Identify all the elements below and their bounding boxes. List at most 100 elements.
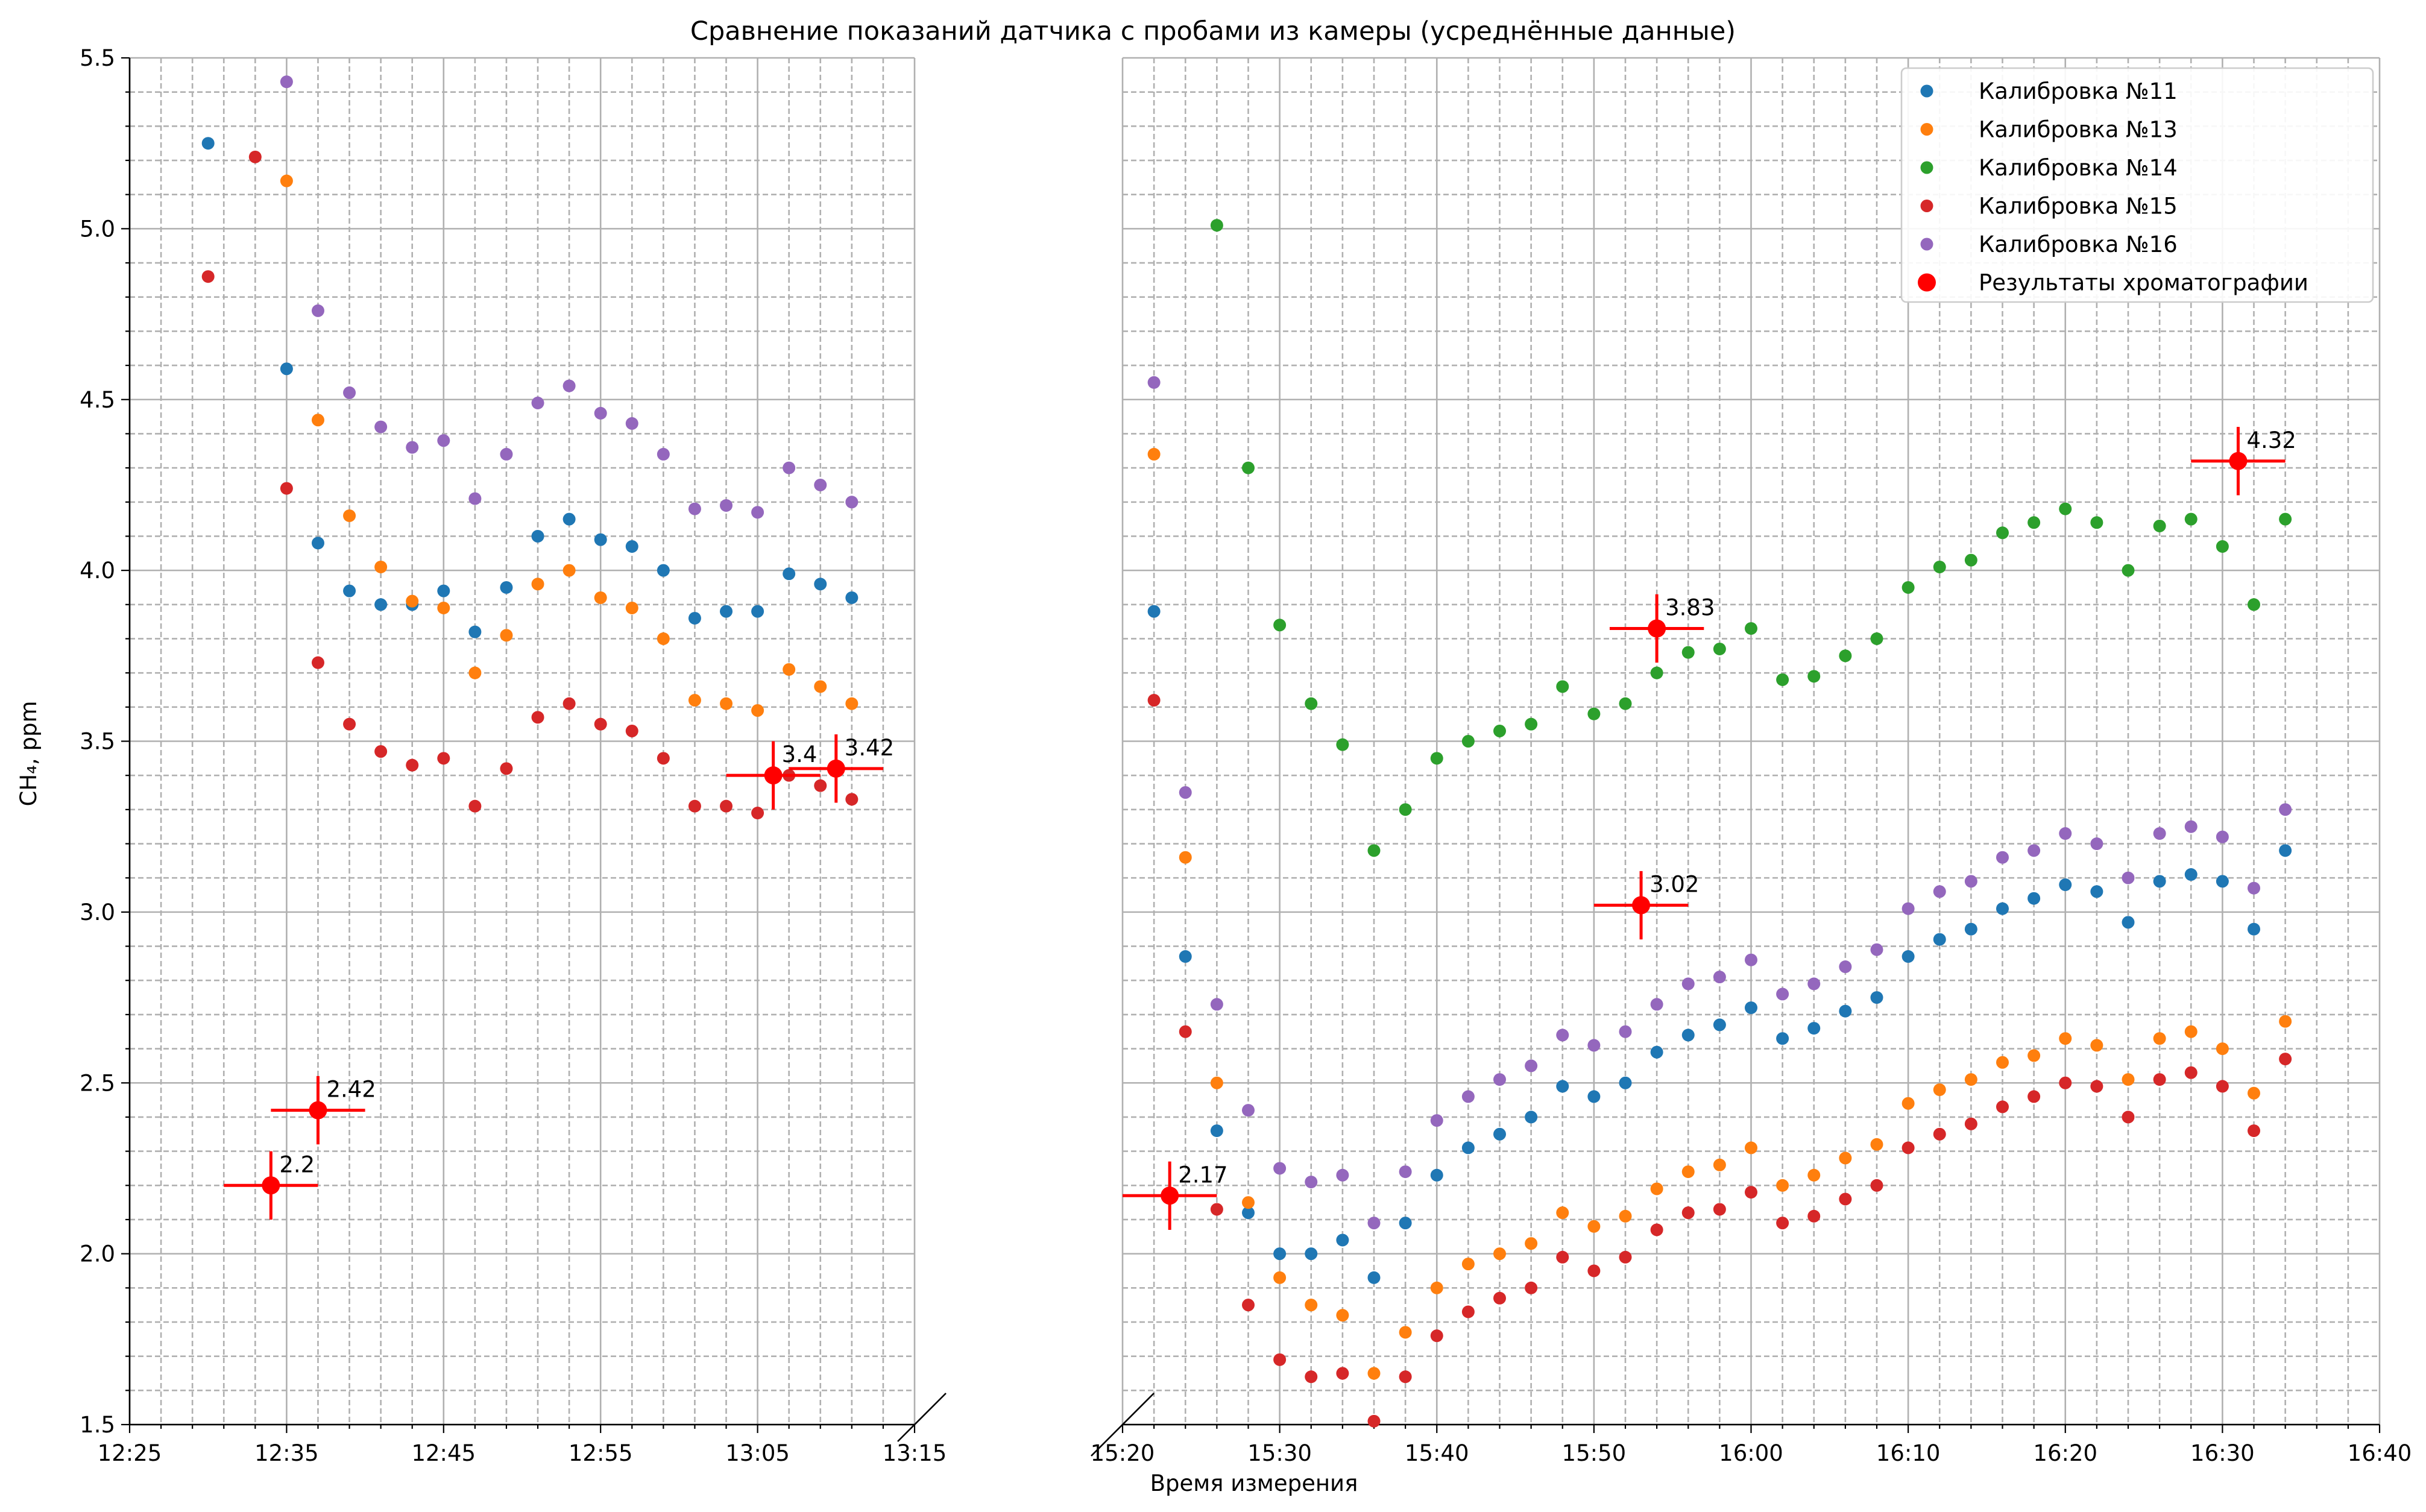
y-tick-label: 3.5 — [80, 729, 115, 755]
data-point — [1430, 1168, 1443, 1182]
data-point — [1933, 1083, 1946, 1097]
chromatography-point — [1648, 619, 1666, 638]
data-point — [562, 512, 576, 526]
chromatography-label: 2.17 — [1178, 1162, 1227, 1188]
legend-marker — [1920, 84, 1933, 98]
data-point — [1619, 1076, 1632, 1089]
x-tick-label: 16:10 — [1876, 1440, 1941, 1466]
data-point — [2090, 837, 2103, 851]
data-point — [594, 406, 607, 420]
legend-marker — [1920, 238, 1933, 251]
legend-marker — [1920, 123, 1933, 136]
data-point — [1650, 1182, 1663, 1195]
data-point — [1587, 707, 1601, 720]
data-point — [2027, 1090, 2041, 1103]
data-point — [1933, 560, 1946, 573]
legend-entry-label: Калибровка №14 — [1979, 155, 2178, 181]
data-point — [311, 656, 324, 669]
data-point — [1807, 1022, 1821, 1035]
data-point — [311, 304, 324, 317]
data-point — [1399, 803, 1412, 816]
data-point — [1336, 1233, 1349, 1247]
data-point — [1713, 971, 1726, 984]
x-tick-label: 12:45 — [411, 1440, 476, 1466]
data-point — [1681, 1165, 1695, 1179]
data-point — [2059, 1032, 2072, 1045]
data-point — [562, 697, 576, 710]
data-point — [1493, 724, 1506, 737]
data-point — [1367, 1271, 1381, 1284]
y-tick-label: 1.5 — [80, 1412, 115, 1438]
chromatography-point — [262, 1176, 280, 1195]
chromatography-label: 2.2 — [279, 1151, 315, 1177]
data-point — [1933, 1127, 1946, 1141]
chromatography-results: 2.17 3.02 3.83 4.32 — [1123, 427, 2296, 1230]
data-point — [625, 417, 638, 430]
data-point — [1242, 1299, 1255, 1312]
data-point — [2248, 881, 2260, 895]
data-point — [720, 605, 733, 618]
data-point — [374, 598, 388, 611]
data-point — [1745, 622, 1757, 635]
data-point — [1179, 950, 1192, 963]
legend-marker — [1920, 161, 1933, 174]
data-point — [1525, 1110, 1538, 1124]
data-point — [1745, 953, 1757, 966]
data-point — [688, 799, 701, 813]
data-point — [2279, 512, 2292, 526]
axis-break-markers — [897, 1393, 1155, 1457]
data-point — [845, 591, 859, 604]
data-point — [343, 717, 356, 731]
data-point — [594, 591, 607, 604]
data-point — [1839, 649, 1852, 663]
data-point — [1336, 1309, 1349, 1322]
data-point — [2216, 1042, 2229, 1056]
data-point — [688, 693, 701, 707]
data-point — [1901, 581, 1915, 594]
data-point — [1776, 1217, 1789, 1230]
data-point — [2184, 1066, 2198, 1079]
chromatography-point — [764, 766, 783, 785]
data-point — [2153, 519, 2166, 532]
data-point — [2216, 540, 2229, 553]
data-point — [1713, 642, 1726, 655]
data-point — [845, 697, 859, 710]
data-point — [1650, 998, 1663, 1011]
y-tick-label: 4.0 — [80, 558, 115, 584]
data-point — [1305, 1176, 1318, 1189]
data-point — [1619, 697, 1632, 710]
data-point — [2090, 1080, 2103, 1093]
series-Калибровка №15 — [1147, 693, 2292, 1428]
data-point — [2184, 512, 2198, 526]
data-point — [1839, 1192, 1852, 1206]
x-tick-label: 15:30 — [1247, 1440, 1312, 1466]
data-point — [1713, 1203, 1726, 1216]
legend-marker — [1918, 273, 1936, 292]
data-point — [1619, 1250, 1632, 1264]
legend-marker — [1920, 200, 1933, 212]
y-tick-label: 2.0 — [80, 1241, 115, 1267]
data-point — [1587, 1039, 1601, 1052]
data-point — [343, 509, 356, 522]
data-point — [1556, 1080, 1569, 1093]
legend-entry-label: Калибровка №15 — [1979, 194, 2178, 219]
data-point — [751, 704, 764, 717]
data-point — [201, 270, 215, 283]
data-point — [594, 533, 607, 546]
data-point — [1619, 1025, 1632, 1038]
data-point — [406, 594, 419, 608]
data-point — [437, 601, 450, 614]
data-point — [1870, 943, 1883, 956]
chromatography-point — [1632, 896, 1651, 915]
x-tick-label: 16:40 — [2348, 1440, 2412, 1466]
data-point — [1367, 1367, 1381, 1380]
legend-box — [1900, 67, 2374, 303]
data-point — [1964, 553, 1977, 567]
data-point — [1430, 752, 1443, 765]
data-point — [688, 502, 701, 515]
data-point — [625, 724, 638, 737]
data-point — [2059, 878, 2072, 892]
data-point — [1273, 1247, 1287, 1261]
data-point — [2027, 516, 2041, 529]
data-point — [2153, 827, 2166, 840]
